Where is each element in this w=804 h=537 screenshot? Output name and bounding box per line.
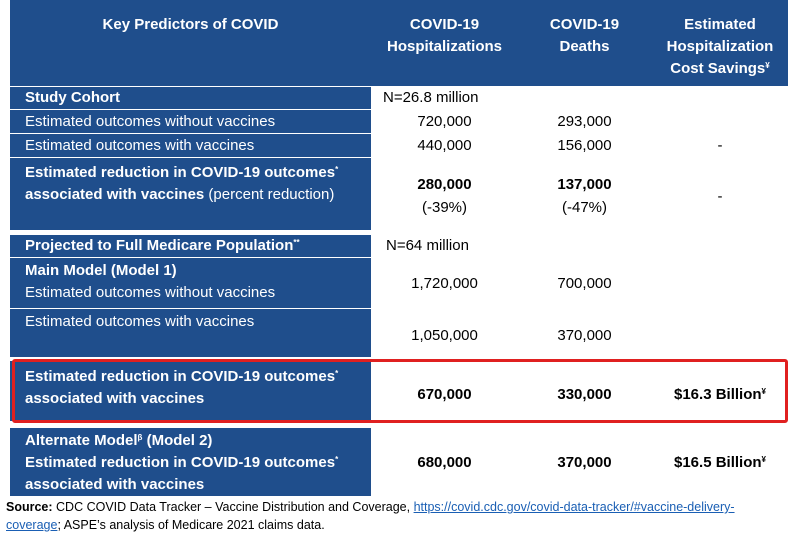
beta-footnote-mark: β (137, 433, 143, 442)
projected-text: Projected to Full Medicare Population (25, 237, 294, 254)
header-deaths-line1: COVID-19 (549, 16, 620, 33)
row-with-vaccines-label: Estimated outcomes with vaccines (25, 137, 255, 154)
header-predictors-label: Key Predictors of COVID (102, 16, 279, 33)
cell-study-reduction-hosp-pct: (-39%) (421, 199, 467, 216)
table-header (10, 0, 788, 86)
cell-main-reduction-cost: $16.3 Billion¥ (652, 384, 788, 406)
source-text1: CDC COVID Data Tracker – Vaccine Distrib… (52, 500, 414, 514)
study-reduction-line1-text: Estimated reduction in COVID-19 outcomes (25, 164, 336, 181)
projected-n-text: N=64 million (386, 237, 469, 254)
cdc-tracker-link-part1[interactable]: https://covid.cdc.gov/covid-data-tracker… (413, 500, 735, 514)
cdc-tracker-link[interactable]: https://covid.cdc.gov/covid-data-tracker… (6, 500, 735, 532)
header-cost-line1: Estimated (684, 16, 756, 33)
study-reduction-line2: associated with vaccines (percent reduct… (25, 184, 371, 206)
row-with-vaccines: Estimated outcomes with vaccines (10, 134, 371, 157)
main-reduction-block: Estimated reduction in COVID-19 outcomes… (10, 361, 371, 421)
asterisk-mark: * (335, 369, 339, 378)
cell-without-deaths: 293,000 (557, 113, 612, 130)
alternate-reduction-line1-text: Estimated reduction in COVID-19 outcomes (25, 454, 336, 471)
asterisk-mark: * (335, 165, 339, 174)
main-reduction-line2: associated with vaccines (25, 390, 205, 407)
source-text2: ; ASPE’s analysis of Medicare 2021 claim… (57, 518, 325, 532)
cell-study-reduction-deaths: 137,000 (557, 176, 612, 193)
header-hosp-line1: COVID-19 (409, 16, 480, 33)
main-reduction-line1: Estimated reduction in COVID-19 outcomes… (25, 366, 371, 388)
yen-footnote-mark: ¥ (765, 61, 770, 70)
header-cost-line3-text: Cost Savings (670, 60, 766, 77)
cell-with-deaths: 156,000 (557, 137, 612, 154)
asterisk-mark: * (335, 455, 339, 464)
alternate-model-title: Alternate Modelβ (Model 2) (25, 430, 371, 452)
cell-with-hosp: 440,000 (417, 137, 472, 154)
header-deaths: COVID-19 Deaths (517, 14, 652, 58)
cell-without-hosp: 720,000 (417, 113, 472, 130)
cell-main-with-hosp: 1,050,000 (411, 327, 478, 344)
alternate-reduction-line2: associated with vaccines (25, 476, 205, 493)
alternate-cost-text: $16.5 Billion (674, 454, 762, 471)
main-model-without-label: Estimated outcomes without vaccines (25, 284, 276, 301)
study-cohort-text: Study Cohort (25, 89, 120, 106)
source-label: Source: (6, 500, 53, 514)
header-predictors: Key Predictors of COVID (10, 14, 371, 36)
main-model-with-block: Estimated outcomes with vaccines (10, 309, 371, 357)
highlight-box (12, 359, 788, 423)
cdc-tracker-link-part2[interactable]: coverage (6, 518, 58, 532)
alternate-model-title-suffix: (Model 2) (142, 432, 213, 449)
study-reduction-line2-normal: (percent reduction) (204, 186, 335, 203)
cell-with-cost: - (717, 137, 723, 154)
projected-n: N=64 million (386, 235, 469, 257)
study-reduction-line2-bold: associated with vaccines (25, 186, 205, 203)
header-cost-savings: Estimated Hospitalization Cost Savings¥ (652, 14, 788, 80)
study-cohort-label: Study Cohort (10, 87, 371, 109)
header-cost-line3: Cost Savings¥ (652, 58, 788, 80)
row-without-vaccines-label: Estimated outcomes without vaccines (25, 113, 276, 130)
header-deaths-line2: Deaths (559, 38, 610, 55)
row-without-vaccines: Estimated outcomes without vaccines (10, 110, 371, 133)
cell-study-reduction-deaths-pct: (-47%) (561, 199, 607, 216)
main-reduction-line1-text: Estimated reduction in COVID-19 outcomes (25, 368, 336, 385)
study-reduction-line1: Estimated reduction in COVID-19 outcomes… (25, 162, 371, 184)
main-model-block: Main Model (Model 1) Estimated outcomes … (10, 258, 371, 308)
cell-alternate-deaths: 370,000 (557, 454, 612, 471)
yen-footnote-mark: ¥ (761, 455, 766, 464)
projected-label: Projected to Full Medicare Population** (10, 235, 371, 257)
row-study-reduction: Estimated reduction in COVID-19 outcomes… (10, 158, 371, 230)
cell-main-with-deaths: 370,000 (557, 327, 612, 344)
study-cohort-n-text: N=26.8 million (383, 89, 479, 106)
main-reduction-cost-text: $16.3 Billion (674, 386, 762, 403)
header-cost-line2: Hospitalization (666, 38, 774, 55)
cell-main-reduction-hosp: 670,000 (417, 386, 472, 403)
cell-alternate-hosp: 680,000 (417, 454, 472, 471)
cell-study-reduction-cost: - (717, 188, 723, 205)
cell-main-reduction-deaths: 330,000 (557, 386, 612, 403)
source-note: Source: CDC COVID Data Tracker – Vaccine… (6, 498, 804, 534)
alternate-model-title-text: Alternate Model (25, 432, 138, 449)
study-cohort-n: N=26.8 million (383, 87, 478, 109)
double-asterisk-mark: ** (293, 238, 300, 247)
header-hospitalizations: COVID-19 Hospitalizations (372, 14, 517, 58)
cell-main-without-hosp: 1,720,000 (411, 275, 478, 292)
main-model-title: Main Model (Model 1) (25, 262, 177, 279)
yen-footnote-mark: ¥ (761, 387, 766, 396)
header-hosp-line2: Hospitalizations (386, 38, 502, 55)
cell-alternate-cost: $16.5 Billion¥ (652, 452, 788, 474)
main-model-with-label: Estimated outcomes with vaccines (25, 313, 255, 330)
cell-main-without-deaths: 700,000 (557, 275, 612, 292)
cell-study-reduction-hosp: 280,000 (417, 176, 472, 193)
alternate-model-block: Alternate Modelβ (Model 2) Estimated red… (10, 428, 371, 496)
alternate-reduction-line1: Estimated reduction in COVID-19 outcomes… (25, 452, 371, 474)
